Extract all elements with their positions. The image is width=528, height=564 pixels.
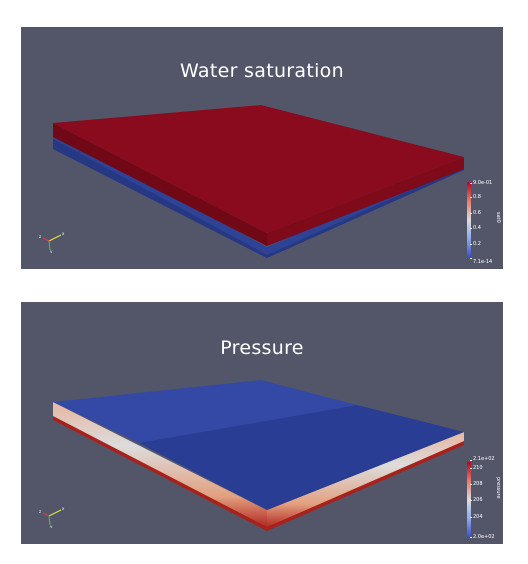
colorbar-tickmark xyxy=(470,500,472,501)
colorbar-tickmark xyxy=(470,213,472,214)
colorbar-tickmark xyxy=(470,258,472,259)
colorbar-title: pressure xyxy=(495,477,501,499)
colorbar-tickmark xyxy=(470,517,472,518)
axis-label-x: x xyxy=(62,231,65,236)
panel-title: Pressure xyxy=(220,337,304,359)
colorbar-tick-label: 210 xyxy=(473,465,483,471)
colorbar-title: sat0 xyxy=(495,212,501,223)
panel-title: Water saturation xyxy=(180,60,344,82)
colorbar-tick-label: 204 xyxy=(473,514,483,520)
colorbar-tick-label: 7.1e-14 xyxy=(473,259,493,265)
colorbar-tick-label: 0.8 xyxy=(473,194,481,200)
colorbar-tick-label: 206 xyxy=(473,497,483,503)
orientation-axes-icon: x y z xyxy=(39,231,65,253)
colorbar-tick-label: 0.6 xyxy=(473,210,481,216)
colorbar-tick-label: 0.4 xyxy=(473,225,481,231)
axis-label-z: z xyxy=(39,234,41,239)
render-view-water-saturation[interactable]: Water saturation 9.0e-01 0.8 0.6 0.4 0.2… xyxy=(21,27,503,269)
colorbar-tickmark xyxy=(470,197,472,198)
axis-label-y: y xyxy=(50,249,53,253)
render-view-pressure[interactable]: Pressure 2.1e+02 210 208 206 204 2.0e+02… xyxy=(21,302,503,544)
colorbar-tickmark xyxy=(470,484,472,485)
axis-label-y: y xyxy=(50,524,53,528)
colorbar-tick-label: 2.1e+02 xyxy=(473,456,495,462)
orientation-axes-icon: x y z xyxy=(39,506,65,528)
colorbar-tickmark xyxy=(470,244,472,245)
colorbar-tick-label: 2.0e+02 xyxy=(473,534,495,540)
reservoir-slab[interactable] xyxy=(21,302,503,544)
colorbar-tickmark xyxy=(470,468,472,469)
colorbar-tick-label: 0.2 xyxy=(473,241,481,247)
axis-label-x: x xyxy=(62,506,65,511)
colorbar xyxy=(467,182,471,258)
colorbar-tick-label: 208 xyxy=(473,481,483,487)
colorbar-tickmark xyxy=(470,228,472,229)
reservoir-slab[interactable] xyxy=(21,27,503,269)
axis-label-z: z xyxy=(39,509,41,514)
colorbar-tickmark xyxy=(470,183,472,184)
colorbar-tickmark xyxy=(470,537,472,538)
colorbar-tick-label: 9.0e-01 xyxy=(473,180,493,186)
colorbar xyxy=(467,462,471,538)
colorbar-tickmark xyxy=(470,460,472,461)
